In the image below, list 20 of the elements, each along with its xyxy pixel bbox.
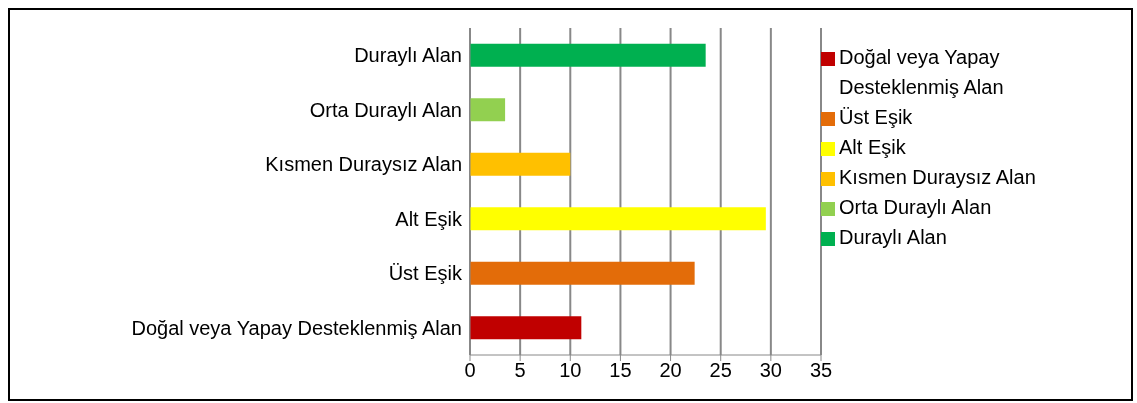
legend-label: Alt Eşik [839,135,906,160]
x-tick-label: 5 [514,359,526,382]
y-tick-label: Kısmen Duraysız Alan [265,153,462,176]
y-tick-label: Üst Eşik [388,262,463,285]
x-tick-label: 35 [809,359,833,382]
legend-label: Orta Duraylı Alan [839,195,992,220]
y-tick-label: Doğal veya Yapay Desteklenmiş Alan [131,316,462,339]
y-tick-label: Duraylı Alan [354,44,462,67]
x-tick-label: 15 [609,359,632,382]
x-tick-label: 25 [709,359,732,382]
x-tick-label: 20 [659,359,682,382]
y-tick-label: Alt Eşik [395,207,463,230]
x-tick-label: 10 [559,359,582,382]
legend-label: Üst Eşik [839,105,913,130]
legend-label: Doğal veya Yapay Desteklenmiş Alan [839,45,1005,100]
legend-label: Kısmen Duraysız Alan [839,165,1036,190]
x-tick-label: 0 [464,359,476,382]
legend-label: Duraylı Alan [839,225,947,250]
y-tick-label: Orta Duraylı Alan [309,98,462,121]
x-tick-label: 30 [759,359,782,382]
